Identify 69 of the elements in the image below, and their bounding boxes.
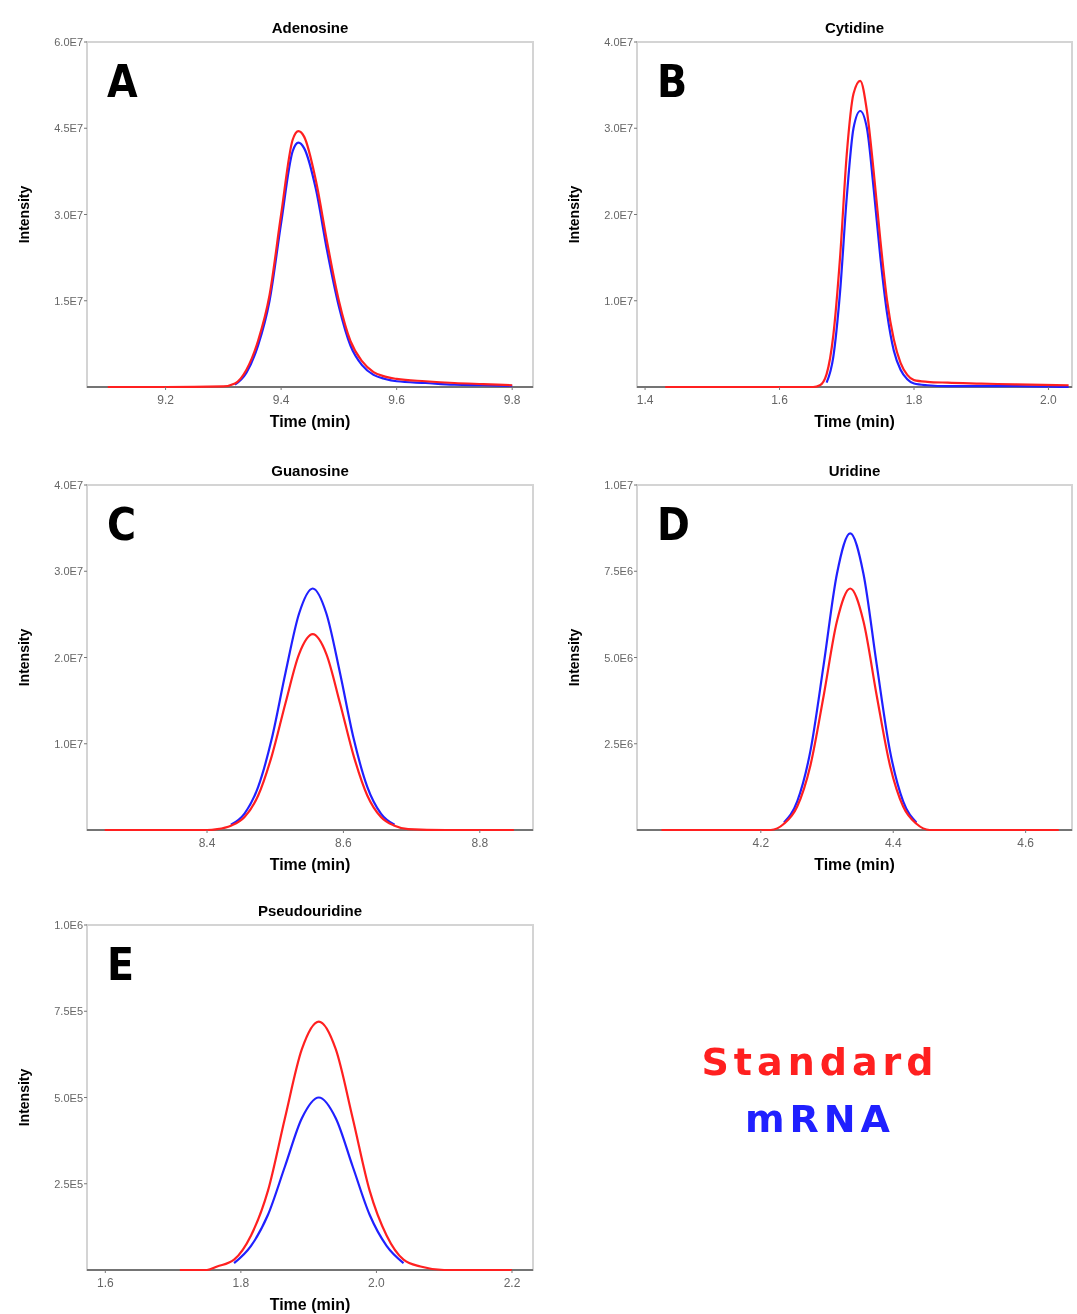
annotation: A [107, 56, 138, 107]
y-tick-label: 2.0E7 [54, 651, 83, 664]
x-tick-label: 8.8 [471, 836, 489, 850]
x-tick-label: 4.6 [1017, 836, 1035, 850]
text: mRNA [744, 1097, 896, 1141]
y-tick-label: 1.0E7 [604, 479, 633, 491]
line-series [232, 1096, 405, 1265]
chart-title: Guanosine [271, 462, 349, 479]
y-tick-label: 4.0E7 [604, 36, 633, 48]
y-axis-title: Intensity [566, 185, 582, 244]
x-tick-label: 1.4 [636, 393, 654, 407]
x-tick-label: 1.8 [905, 393, 923, 407]
x-tick-label: 2.0 [1040, 393, 1058, 407]
annotation: C [107, 499, 137, 550]
y-tick-label: 3.0E7 [54, 208, 83, 221]
x-tick-label: 9.2 [157, 393, 175, 407]
y-tick-label: 1.0E7 [54, 737, 83, 750]
y-tick-label: 6.0E7 [54, 36, 83, 48]
chart-title: Pseudouridine [257, 902, 363, 919]
x-tick-label: 2.2 [503, 1276, 521, 1290]
x-axis-title: Time (min) [269, 413, 351, 430]
y-tick-label: 7.5E6 [604, 565, 633, 578]
x-tick-label: 1.8 [232, 1276, 250, 1290]
y-tick-label: 7.5E5 [54, 1005, 83, 1018]
y-tick-label: 1.5E7 [54, 294, 83, 307]
line-series [233, 141, 514, 387]
x-axis-title: Time (min) [814, 856, 895, 873]
y-axis-title: Intensity [16, 628, 32, 687]
x-tick-label: 8.6 [335, 836, 353, 850]
y-tick-label: 1.0E7 [604, 294, 633, 307]
annotation: B [657, 56, 688, 107]
x-tick-label: 1.6 [771, 393, 789, 407]
y-tick-label: 3.0E7 [54, 565, 83, 578]
y-tick-label: 4.0E7 [54, 479, 83, 491]
y-tick-label: 1.0E6 [54, 919, 83, 931]
line-series [178, 1020, 514, 1272]
annotation: D [657, 499, 690, 550]
x-tick-label: 2.0 [368, 1276, 386, 1290]
line-series [103, 633, 516, 832]
x-tick-label: 4.4 [884, 836, 902, 850]
chart-title: Adenosine [271, 19, 349, 36]
x-axis-title: Time (min) [814, 413, 895, 430]
line-series [229, 587, 396, 826]
x-tick-label: 9.8 [503, 393, 521, 407]
x-tick-label: 8.4 [198, 836, 216, 850]
chart-title: Cytidine [824, 19, 885, 36]
x-tick-label: 4.2 [752, 836, 770, 850]
y-axis-title: Intensity [16, 185, 32, 244]
y-tick-label: 5.0E6 [604, 651, 633, 664]
y-tick-label: 2.5E5 [54, 1177, 83, 1190]
x-tick-label: 9.6 [388, 393, 406, 407]
line-series [660, 587, 1060, 832]
x-axis-title: Time (min) [269, 856, 351, 873]
y-axis-title: Intensity [16, 1068, 32, 1127]
text: Standard [701, 1040, 939, 1084]
y-axis-title: Intensity [566, 628, 582, 687]
line-series [825, 109, 1070, 389]
y-tick-label: 3.0E7 [604, 122, 633, 135]
y-tick-label: 5.0E5 [54, 1091, 83, 1104]
x-axis-title: Time (min) [269, 1296, 351, 1313]
chart-title: Uridine [828, 462, 881, 479]
y-tick-label: 2.0E7 [604, 208, 633, 221]
y-tick-label: 2.5E6 [604, 737, 633, 750]
x-tick-label: 1.6 [96, 1276, 114, 1290]
y-tick-label: 4.5E7 [54, 122, 83, 135]
x-tick-label: 9.4 [272, 393, 290, 407]
annotation: E [107, 939, 135, 990]
line-series [782, 532, 918, 824]
line-series [106, 130, 514, 389]
